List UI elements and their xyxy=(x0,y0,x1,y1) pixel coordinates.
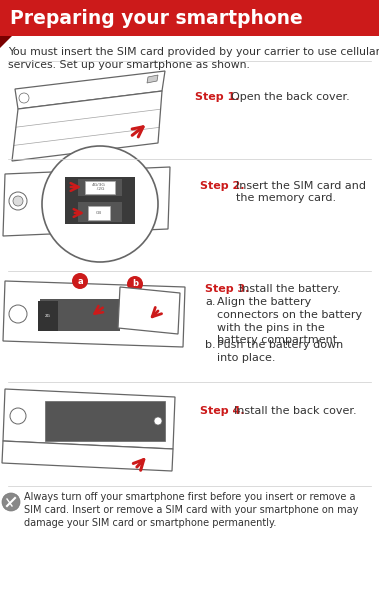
Text: Always turn off your smartphone first before you insert or remove a
SIM card. In: Always turn off your smartphone first be… xyxy=(24,492,359,528)
Circle shape xyxy=(72,273,88,289)
Text: Step 4.: Step 4. xyxy=(200,406,244,416)
Text: Step 2.: Step 2. xyxy=(200,181,244,191)
Text: GB: GB xyxy=(96,211,102,215)
Text: 4G/3G
  /2G: 4G/3G /2G xyxy=(92,183,106,191)
Circle shape xyxy=(42,146,158,262)
Polygon shape xyxy=(15,71,165,109)
Bar xyxy=(65,177,135,189)
Text: 2G: 2G xyxy=(45,314,51,318)
Circle shape xyxy=(2,493,20,511)
Text: b.: b. xyxy=(205,340,216,350)
Bar xyxy=(38,301,58,331)
Polygon shape xyxy=(118,287,180,334)
Polygon shape xyxy=(3,389,175,449)
Circle shape xyxy=(127,276,143,292)
Bar xyxy=(88,206,110,220)
Text: the memory card.: the memory card. xyxy=(236,193,336,203)
Bar xyxy=(0,0,379,36)
Bar xyxy=(45,401,165,441)
Text: Install the battery.: Install the battery. xyxy=(239,284,341,294)
Text: Open the back cover.: Open the back cover. xyxy=(231,92,350,102)
Text: Align the battery
connectors on the battery
with the pins in the
battery compart: Align the battery connectors on the batt… xyxy=(217,297,362,345)
Circle shape xyxy=(9,305,27,323)
Polygon shape xyxy=(3,167,170,236)
Text: Install the back cover.: Install the back cover. xyxy=(234,406,357,416)
Text: Step 1.: Step 1. xyxy=(195,92,240,102)
Bar xyxy=(65,179,135,224)
Polygon shape xyxy=(147,75,158,83)
Circle shape xyxy=(13,196,23,206)
Circle shape xyxy=(154,417,162,425)
Circle shape xyxy=(10,408,26,424)
Circle shape xyxy=(9,192,27,210)
Bar xyxy=(85,181,115,194)
Text: b: b xyxy=(132,280,138,289)
Text: Push the battery down
into place.: Push the battery down into place. xyxy=(217,340,343,363)
Text: a.: a. xyxy=(205,297,216,307)
Text: You must insert the SIM card provided by your carrier to use cellular
services. : You must insert the SIM card provided by… xyxy=(8,47,379,70)
Polygon shape xyxy=(78,179,122,196)
Text: Step 3.: Step 3. xyxy=(205,284,249,294)
Polygon shape xyxy=(12,91,162,161)
Polygon shape xyxy=(3,281,185,347)
Circle shape xyxy=(19,93,29,103)
Text: Preparing your smartphone: Preparing your smartphone xyxy=(10,8,303,28)
Text: Insert the SIM card and: Insert the SIM card and xyxy=(236,181,366,191)
Bar xyxy=(78,202,122,222)
Bar xyxy=(40,299,120,331)
Polygon shape xyxy=(0,36,12,48)
Text: a: a xyxy=(77,276,83,286)
Polygon shape xyxy=(2,441,173,471)
